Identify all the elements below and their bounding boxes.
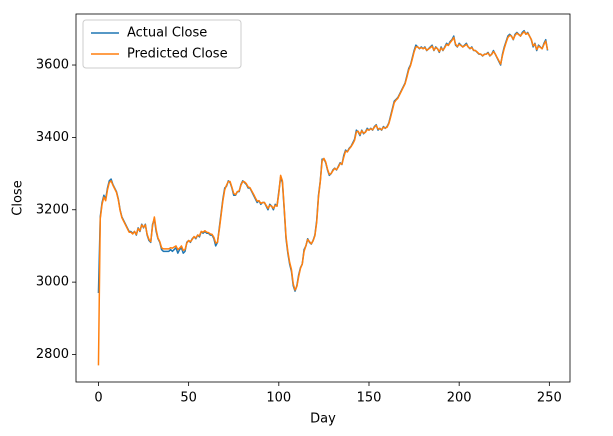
y-tick-label: 3400 bbox=[36, 130, 69, 145]
y-tick-label: 3200 bbox=[36, 202, 69, 217]
x-tick-label: 200 bbox=[447, 391, 472, 406]
y-tick-label: 2800 bbox=[36, 347, 69, 362]
series-line bbox=[97, 29, 549, 294]
legend-label: Actual Close bbox=[127, 26, 207, 41]
y-tick-label: 3000 bbox=[36, 275, 69, 290]
y-tick-label: 3600 bbox=[36, 58, 69, 73]
legend-label: Predicted Close bbox=[127, 47, 228, 62]
x-tick-label: 50 bbox=[180, 391, 197, 406]
y-axis-label: Close bbox=[11, 180, 26, 215]
x-tick-label: 150 bbox=[357, 391, 382, 406]
series-line bbox=[97, 30, 549, 366]
x-axis-label: Day bbox=[310, 412, 336, 427]
x-tick-label: 250 bbox=[537, 391, 562, 406]
x-tick-label: 0 bbox=[94, 391, 102, 406]
x-tick-label: 100 bbox=[266, 391, 291, 406]
plot-frame bbox=[75, 13, 571, 383]
legend-box bbox=[82, 19, 242, 69]
